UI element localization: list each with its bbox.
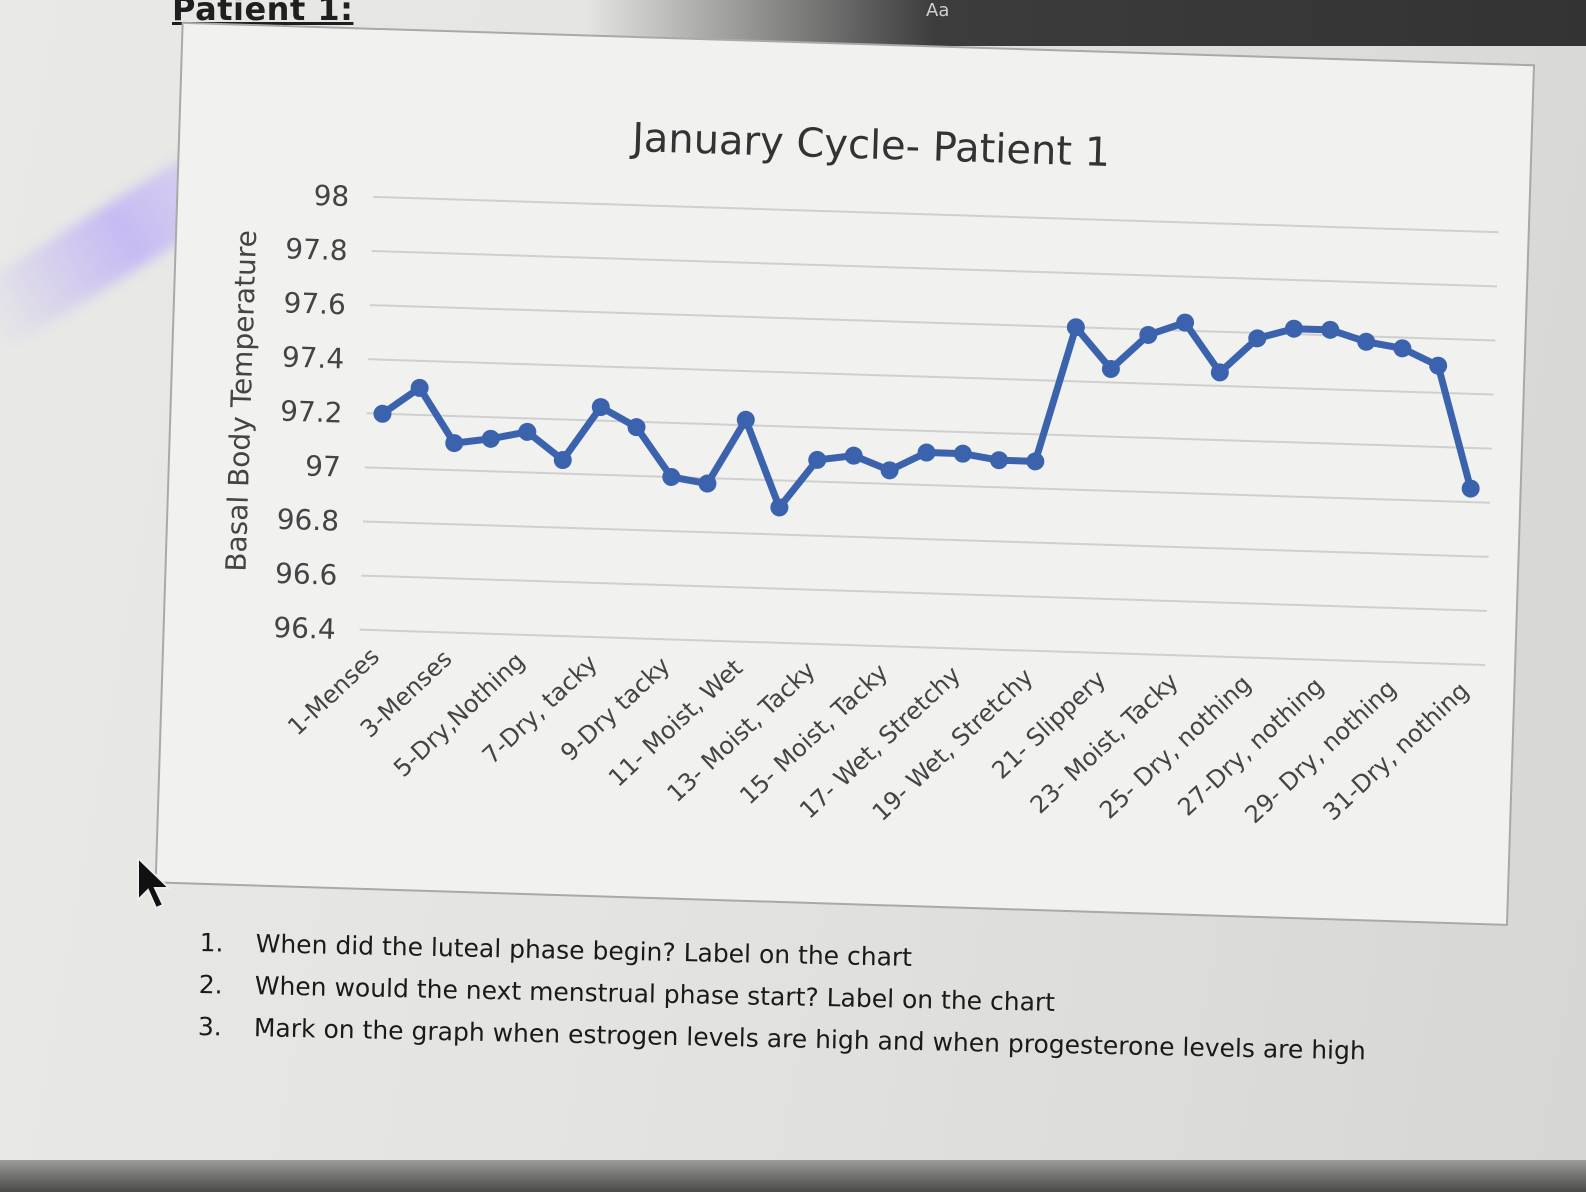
y-tick-label: 97.6 xyxy=(283,286,346,321)
data-point xyxy=(953,444,972,463)
y-tick-labels: 96.4 96.6 96.8 97 97.2 97.4 97.6 97.8 98 xyxy=(273,179,350,646)
data-point xyxy=(373,404,392,423)
y-tick-label: 97.2 xyxy=(280,395,343,430)
data-point xyxy=(698,474,717,493)
data-point xyxy=(1461,479,1480,498)
y-tick-label: 96.4 xyxy=(273,611,336,646)
question-number: 2. xyxy=(198,969,223,1000)
y-tick-label: 96.6 xyxy=(275,557,338,592)
data-point xyxy=(1248,329,1267,348)
gridline xyxy=(359,628,1486,667)
data-point xyxy=(1321,320,1340,339)
data-point xyxy=(627,418,646,437)
data-point xyxy=(410,378,429,397)
data-point xyxy=(518,422,537,441)
data-point xyxy=(1429,356,1448,375)
y-tick-label: 97.8 xyxy=(285,232,348,267)
data-point xyxy=(844,446,863,465)
data-point xyxy=(770,498,789,517)
data-point xyxy=(445,434,464,453)
gridlines xyxy=(359,195,1499,667)
question-number: 1. xyxy=(199,928,224,958)
data-point xyxy=(1393,339,1412,358)
data-point xyxy=(989,451,1008,470)
data-point xyxy=(481,429,500,448)
gridline xyxy=(366,412,1492,450)
gridline xyxy=(373,195,1499,234)
mouse-cursor-icon xyxy=(137,856,172,910)
data-point xyxy=(662,468,681,487)
question-list: 1. When did the luteal phase begin? Labe… xyxy=(197,928,1449,1080)
screen-bezel xyxy=(0,1160,1586,1192)
data-point xyxy=(1139,325,1158,344)
data-point xyxy=(880,461,899,480)
data-point xyxy=(1284,319,1303,338)
gridline xyxy=(364,466,1491,504)
data-point xyxy=(591,398,610,417)
data-point xyxy=(736,410,755,429)
data-point xyxy=(808,450,827,469)
data-point xyxy=(1176,313,1195,332)
app-toolbar: Aa xyxy=(586,0,1586,46)
data-point xyxy=(1210,363,1229,382)
data-point xyxy=(1357,332,1376,351)
y-tick-label: 97.4 xyxy=(281,340,344,375)
font-size-button[interactable]: Aa xyxy=(926,0,950,21)
chart-frame xyxy=(154,21,1536,926)
data-point xyxy=(917,443,936,462)
y-tick-label: 96.8 xyxy=(276,503,339,538)
gridline xyxy=(361,574,1487,612)
data-point xyxy=(1026,452,1045,471)
data-point xyxy=(1066,318,1085,337)
data-point xyxy=(1101,359,1120,378)
temperature-series xyxy=(373,313,1480,517)
question-number: 3. xyxy=(197,1011,223,1042)
gridline xyxy=(369,304,1496,342)
gridline xyxy=(363,520,1489,558)
gridline xyxy=(371,249,1498,288)
gridline xyxy=(368,358,1494,396)
y-tick-label: 97 xyxy=(305,450,342,484)
data-point xyxy=(553,451,572,470)
y-tick-label: 98 xyxy=(313,179,350,213)
